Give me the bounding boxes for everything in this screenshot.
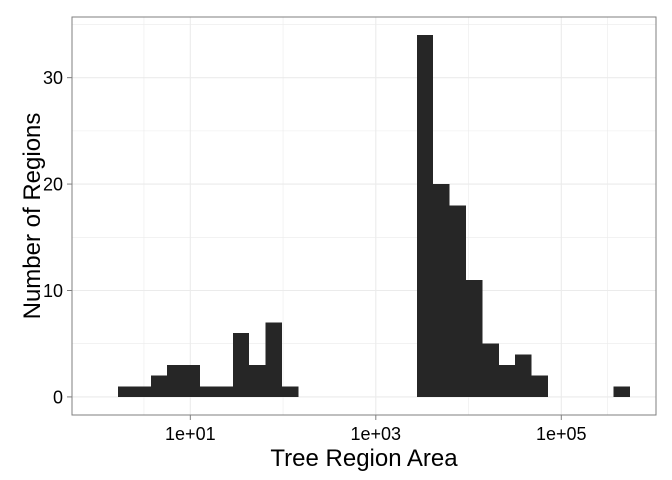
histogram-bar [265, 322, 282, 397]
y-tick-label: 0 [53, 387, 63, 407]
tick-labels: 1e+01 1e+03 1e+05 0 10 20 30 [43, 68, 587, 444]
y-tick-label: 30 [43, 68, 63, 88]
histogram-bar [482, 343, 499, 397]
x-axis-title: Tree Region Area [270, 445, 458, 472]
histogram-bars [117, 35, 631, 397]
x-tick-label: 1e+03 [351, 424, 402, 444]
histogram-bar [249, 364, 266, 397]
y-tick-label: 10 [43, 281, 63, 301]
histogram-bar [167, 364, 184, 397]
histogram-bar [200, 386, 217, 397]
histogram-bar [150, 375, 168, 397]
histogram-bar [531, 375, 548, 397]
histogram-bar [466, 279, 483, 397]
histogram-bar [134, 386, 151, 397]
histogram-bar [449, 205, 467, 397]
histogram-bar [498, 364, 516, 397]
x-tick-label: 1e+01 [165, 424, 216, 444]
histogram-bar [183, 364, 201, 397]
histogram-bar [515, 354, 532, 397]
y-axis-title: Number of Regions [19, 113, 46, 320]
panel-border [71, 16, 657, 416]
grid-lines [72, 17, 656, 415]
histogram-bar [281, 386, 299, 397]
y-tick-label: 20 [43, 175, 63, 195]
histogram-bar [216, 386, 233, 397]
histogram-bar [433, 184, 450, 397]
histogram-bar [416, 35, 434, 397]
histogram-bar [117, 386, 135, 397]
histogram-bar [232, 333, 250, 397]
histogram-bar [613, 386, 631, 397]
x-tick-label: 1e+05 [536, 424, 587, 444]
axis-ticks [67, 77, 562, 420]
